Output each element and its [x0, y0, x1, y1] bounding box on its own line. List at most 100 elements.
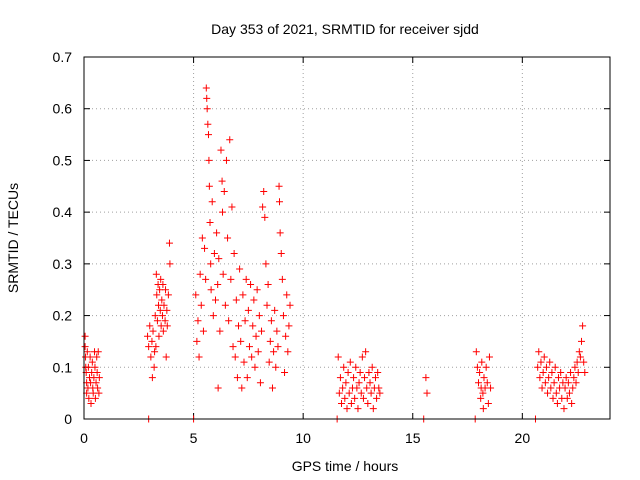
- data-point: [573, 358, 581, 366]
- y-axis-title: SRMTID / TECUs: [5, 183, 21, 293]
- data-point: [239, 291, 247, 299]
- y-tick-label: 0.6: [53, 101, 73, 117]
- data-point: [571, 363, 579, 371]
- data-point: [475, 379, 482, 387]
- data-point: [195, 353, 203, 361]
- data-point: [240, 358, 248, 366]
- data-point: [476, 368, 484, 376]
- data-point: [272, 363, 280, 371]
- data-point: [285, 322, 293, 330]
- data-point: [165, 239, 173, 247]
- data-point: [244, 306, 252, 314]
- data-point: [158, 296, 166, 304]
- data-point: [483, 379, 491, 387]
- data-point: [572, 379, 580, 387]
- data-point: [91, 363, 99, 371]
- data-point: [365, 368, 373, 376]
- data-point: [155, 332, 163, 340]
- data-point: [222, 156, 230, 164]
- data-point: [560, 405, 568, 413]
- data-point: [275, 182, 283, 190]
- data-point: [578, 337, 586, 345]
- data-point: [484, 399, 492, 407]
- data-point: [160, 301, 168, 309]
- data-point: [575, 348, 583, 356]
- data-point: [548, 368, 556, 376]
- data-point: [156, 306, 164, 314]
- data-point: [534, 363, 542, 371]
- data-point: [357, 389, 365, 397]
- data-point: [266, 337, 274, 345]
- data-point: [218, 177, 226, 185]
- data-point: [85, 394, 93, 402]
- data-point: [267, 317, 275, 325]
- data-point: [153, 317, 161, 325]
- data-point: [362, 348, 370, 356]
- data-point: [580, 358, 588, 366]
- data-point: [538, 384, 546, 392]
- y-tick-label: 0.1: [53, 359, 73, 375]
- data-point: [371, 374, 379, 382]
- data-point: [203, 105, 211, 113]
- data-point: [91, 394, 99, 402]
- x-tick-label: 5: [190, 430, 198, 446]
- data-point: [214, 281, 222, 289]
- y-tick-label: 0.4: [53, 204, 73, 220]
- data-point: [214, 384, 222, 392]
- data-point: [374, 368, 382, 376]
- data-point: [216, 327, 224, 335]
- data-point: [336, 374, 344, 382]
- data-point: [540, 353, 548, 361]
- y-tick-label: 0: [64, 411, 72, 427]
- data-point: [270, 348, 278, 356]
- data-point: [368, 363, 376, 371]
- data-point: [549, 394, 557, 402]
- data-point: [422, 374, 430, 382]
- data-point: [356, 368, 364, 376]
- y-tick-label: 0.2: [53, 308, 73, 324]
- data-point: [563, 394, 571, 402]
- data-point: [86, 353, 94, 361]
- data-point: [553, 399, 561, 407]
- data-point: [252, 332, 260, 340]
- data-point: [477, 394, 485, 402]
- data-point: [581, 368, 589, 376]
- data-points: [81, 84, 589, 423]
- y-tick-label: 0.3: [53, 256, 73, 272]
- data-point: [156, 286, 164, 294]
- data-point: [148, 374, 156, 382]
- data-point: [253, 286, 261, 294]
- data-point: [215, 255, 223, 263]
- data-point: [487, 384, 495, 392]
- data-point: [570, 374, 578, 382]
- data-point: [87, 399, 95, 407]
- data-point: [149, 327, 157, 335]
- data-point: [84, 363, 92, 371]
- tick-labels: 0 0.1 0.2 0.3 0.4 0.5 0.6 0.7 0 5 10 15 20: [53, 49, 531, 446]
- data-point: [479, 389, 487, 397]
- data-point: [361, 374, 369, 382]
- data-point: [265, 358, 273, 366]
- data-point: [334, 353, 342, 361]
- data-point: [145, 343, 153, 351]
- data-point: [157, 275, 165, 283]
- data-point: [226, 136, 234, 144]
- x-tick-label: 20: [515, 430, 531, 446]
- data-point: [341, 394, 349, 402]
- data-point: [207, 260, 215, 268]
- data-point: [235, 322, 243, 330]
- data-point: [161, 317, 169, 325]
- data-point: [159, 327, 167, 335]
- data-point: [535, 348, 543, 356]
- data-point: [273, 327, 281, 335]
- data-point: [208, 198, 216, 206]
- data-point: [219, 270, 227, 278]
- data-point: [565, 389, 573, 397]
- data-point: [231, 353, 239, 361]
- data-point: [256, 379, 264, 387]
- data-point: [159, 281, 167, 289]
- data-point: [359, 394, 367, 402]
- data-point: [204, 131, 212, 139]
- data-point: [245, 343, 253, 351]
- data-point: [162, 286, 170, 294]
